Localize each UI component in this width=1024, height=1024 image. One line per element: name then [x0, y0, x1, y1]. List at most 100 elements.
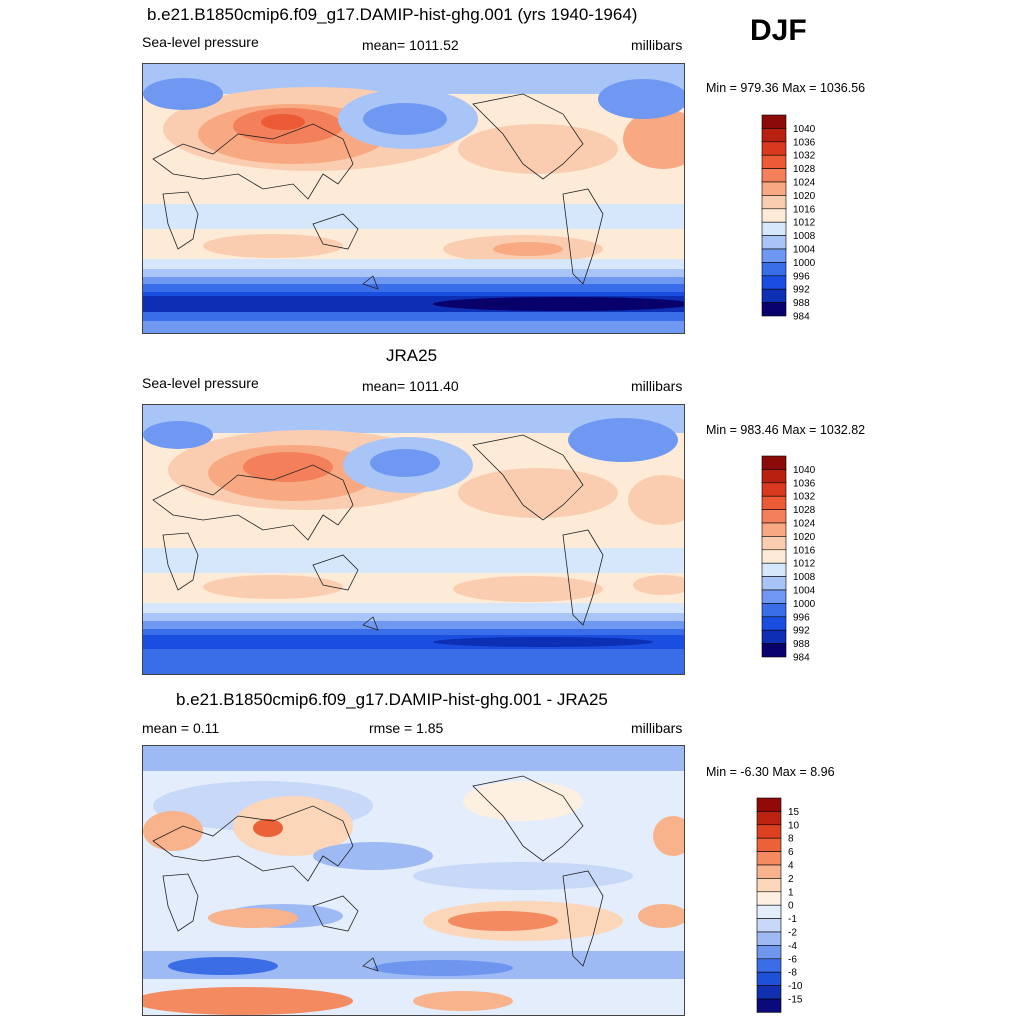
- colorbar-box: [756, 851, 782, 866]
- colorbar-box: [761, 603, 787, 618]
- colorbar-label: 1032: [793, 151, 816, 162]
- coastlines: [152, 434, 604, 631]
- colorbar-box: [756, 837, 782, 852]
- colorbar-box: [756, 998, 782, 1013]
- colorbar-label: 10: [788, 820, 800, 831]
- na-high: [458, 124, 618, 174]
- panel-3-units: millibars: [631, 720, 683, 736]
- panel-2-title: JRA25: [386, 346, 438, 365]
- colorbar-box: [761, 302, 787, 317]
- coastlines: [152, 93, 604, 290]
- panel-2-units: millibars: [631, 378, 683, 394]
- colorbar-label: -2: [788, 928, 797, 939]
- south-neg-core-1: [168, 957, 278, 975]
- na-pos: [463, 781, 583, 821]
- panel-1-field: [143, 64, 684, 333]
- colorbar-label: 1004: [793, 245, 816, 256]
- colorbar-box: [756, 878, 782, 893]
- indian-high: [203, 234, 343, 258]
- azores-high: [623, 109, 684, 169]
- panel-2-field: [143, 405, 684, 674]
- colorbar-box: [761, 549, 787, 564]
- colorbar-box: [756, 824, 782, 839]
- colorbar-box: [761, 114, 787, 129]
- south-transition-4: [143, 284, 684, 292]
- colorbar-box: [761, 221, 787, 236]
- colorbar-label: 1040: [793, 465, 816, 476]
- colorbar-label: -1: [788, 914, 797, 925]
- south-pacific-pos-core: [448, 911, 558, 931]
- pacific-neg: [313, 842, 433, 870]
- icelandic-low: [598, 79, 684, 119]
- arctic-band: [143, 64, 684, 94]
- colorbar-label: 996: [793, 271, 810, 282]
- colorbar-box: [761, 195, 787, 210]
- asia-pos-core: [253, 819, 283, 837]
- colorbar-box: [761, 455, 787, 470]
- colorbar-box: [761, 181, 787, 196]
- panel-3-left-label: mean = 0.11: [142, 720, 220, 736]
- colorbar-box: [761, 154, 787, 169]
- colorbar-box: [761, 629, 787, 644]
- indian-high: [203, 575, 343, 599]
- colorbar-label: 1036: [793, 478, 816, 489]
- colorbar-box: [756, 958, 782, 973]
- colorbar-label: 1036: [793, 137, 816, 148]
- panel-1-left-label: Sea-level pressure: [142, 34, 259, 50]
- panel-2-colorbar-svg: 1040 1036 1032 1028 1024 1020 1016 1012 1008 1004…: [761, 455, 816, 664]
- colorbar-box: [761, 275, 787, 290]
- colorbar-box: [756, 985, 782, 1000]
- colorbar-label: 1028: [793, 505, 816, 516]
- south-transition-4: [143, 629, 684, 637]
- panel-1-title: b.e21.B1850cmip6.f09_g17.DAMIP-hist-ghg.…: [147, 5, 638, 24]
- colorbar-label: 1020: [793, 191, 816, 202]
- colorbar-box: [761, 589, 787, 604]
- antarctic-pos-2: [413, 991, 513, 1011]
- panel-2-left-label: Sea-level pressure: [142, 375, 259, 391]
- colorbar-box: [761, 469, 787, 484]
- antarctic-edge-2: [143, 321, 684, 333]
- pacific-high-inner: [493, 242, 563, 256]
- south-neg-core-2: [373, 960, 513, 976]
- colorbar-box: [761, 509, 787, 524]
- south-transition-2: [143, 613, 684, 621]
- colorbar-box: [761, 522, 787, 537]
- colorbar-box: [756, 931, 782, 946]
- panel-1-minmax: Min = 979.36 Max = 1036.56: [706, 81, 866, 95]
- colorbar-label: 6: [788, 847, 794, 858]
- colorbar-box: [756, 891, 782, 906]
- panel-1-colorbar: 1040 1036 1032 1028 1024 1020 1016 1012 1008 1004…: [760, 114, 830, 330]
- colorbar-box: [761, 262, 787, 277]
- colorbar-label: 1000: [793, 258, 816, 269]
- colorbar-box: [761, 643, 787, 658]
- colorbar-label: 0: [788, 901, 794, 912]
- colorbar-label: 8: [788, 834, 794, 845]
- panel-3-center-label: rmse = 1.85: [369, 720, 444, 736]
- colorbar-box: [761, 536, 787, 551]
- colorbar-label: 988: [793, 639, 810, 650]
- pacific-high-outer: [453, 576, 603, 602]
- colorbar-label: 988: [793, 298, 810, 309]
- south-transition-1: [143, 603, 684, 613]
- antarctic-edge-1: [143, 649, 684, 661]
- colorbar-label: 15: [788, 807, 800, 818]
- south-trough-core: [433, 637, 653, 647]
- colorbar-label: 1040: [793, 124, 816, 135]
- panel-1-colorbar-svg: 1040 1036 1032 1028 1024 1020 1016 1012 1008 1004…: [761, 114, 816, 323]
- colorbar-label: 984: [793, 653, 810, 664]
- colorbar-label: 1: [788, 887, 794, 898]
- colorbar-label: 1032: [793, 492, 816, 503]
- na-high: [458, 468, 618, 518]
- panel-1-map: [142, 63, 685, 334]
- panel-2-center-label: mean= 1011.40: [362, 378, 459, 394]
- arctic-low-west: [143, 421, 213, 449]
- south-transition-1: [143, 259, 684, 269]
- azores-high: [628, 475, 684, 525]
- colorbar-box: [761, 248, 787, 263]
- colorbar-box: [756, 811, 782, 826]
- colorbar-box: [756, 918, 782, 933]
- colorbar-box: [761, 208, 787, 223]
- season-label: DJF: [750, 14, 807, 47]
- colorbar-label: 1024: [793, 519, 816, 530]
- colorbar-label: 1000: [793, 599, 816, 610]
